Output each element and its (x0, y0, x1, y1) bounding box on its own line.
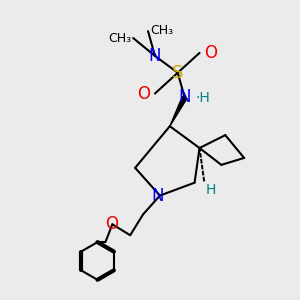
Text: ·H: ·H (196, 92, 210, 106)
Text: O: O (205, 44, 218, 62)
Text: N: N (178, 88, 191, 106)
Text: CH₃: CH₃ (108, 32, 131, 44)
Polygon shape (170, 96, 187, 126)
Text: N: N (152, 187, 164, 205)
Text: CH₃: CH₃ (150, 24, 173, 37)
Text: H: H (205, 183, 216, 196)
Text: S: S (172, 64, 183, 82)
Text: O: O (105, 215, 118, 233)
Text: N: N (149, 47, 161, 65)
Text: O: O (137, 85, 150, 103)
